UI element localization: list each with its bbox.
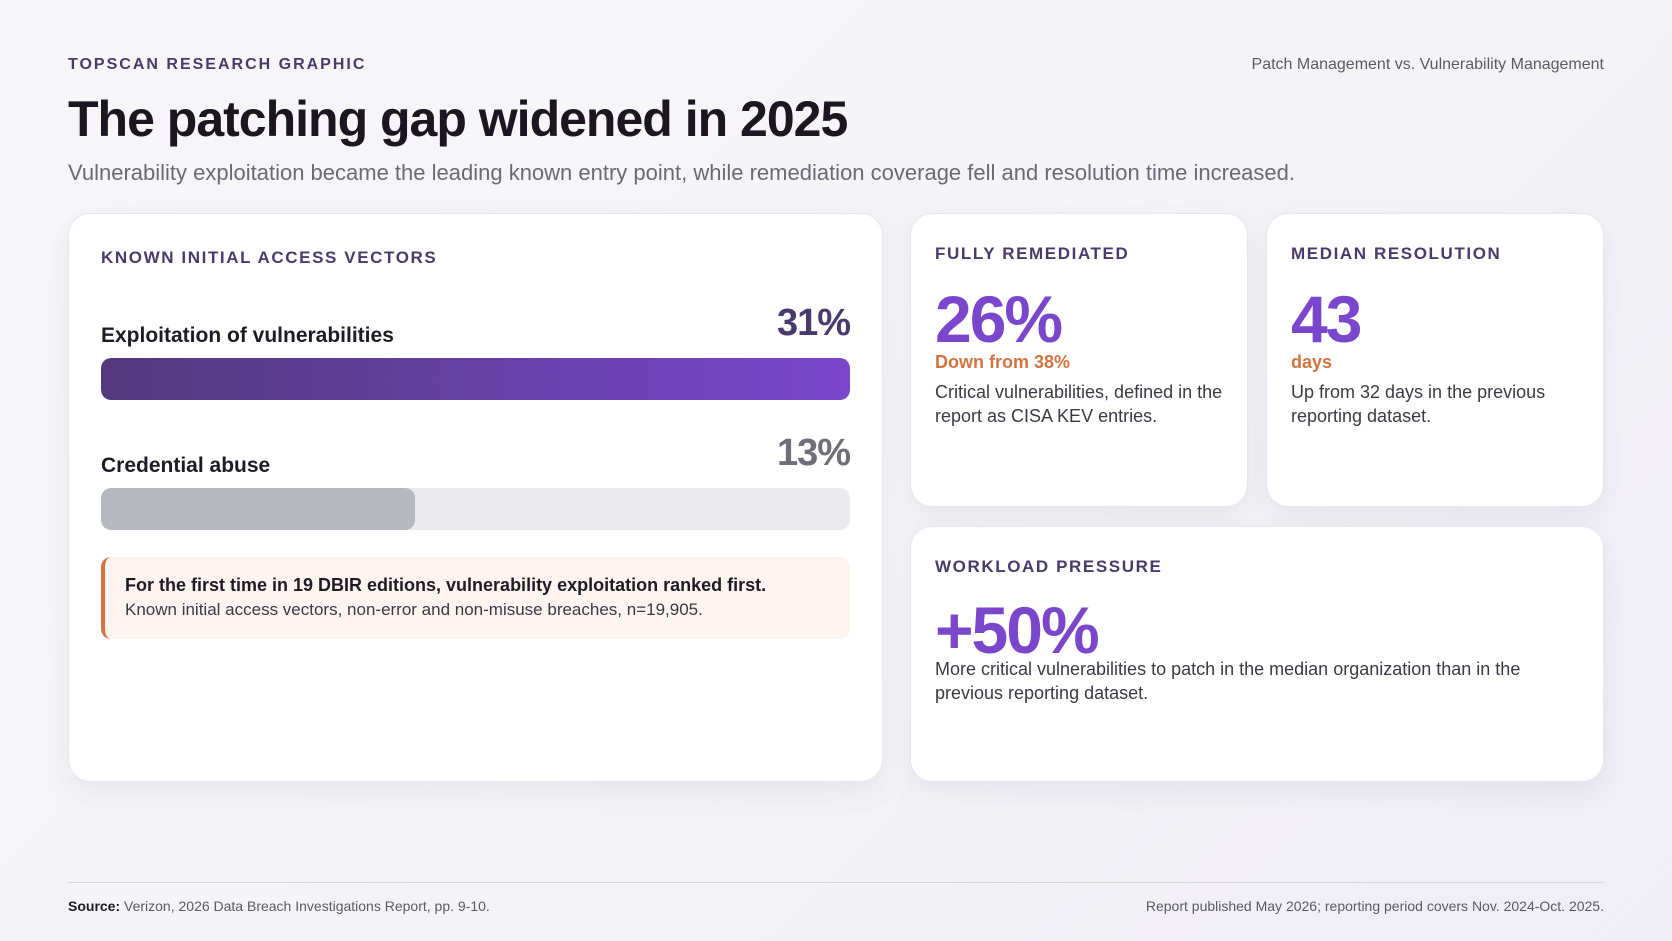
median-resolution-card: MEDIAN RESOLUTION 43 days Up from 32 day… — [1266, 213, 1604, 507]
eyebrow-label: TOPSCAN RESEARCH GRAPHIC — [68, 56, 367, 73]
callout-detail: Known initial access vectors, non-error … — [125, 600, 703, 619]
bar-exploitation — [101, 358, 850, 400]
bar-row-credential-abuse: Credential abuse 13% — [101, 432, 851, 532]
stat-value: 43 — [1291, 282, 1362, 356]
callout-headline: For the first time in 19 DBIR editions, … — [125, 575, 767, 595]
stat-label: MEDIAN RESOLUTION — [1291, 244, 1502, 263]
workload-pressure-card: WORKLOAD PRESSURE +50% More critical vul… — [910, 526, 1604, 782]
stat-value: 26% — [935, 282, 1063, 356]
fully-remediated-card: FULLY REMEDIATED 26% Down from 38% Criti… — [910, 213, 1248, 507]
publication-note: Report published May 2026; reporting per… — [1145, 898, 1604, 914]
stat-description: Up from 32 days in the previous reportin… — [1291, 382, 1546, 426]
bar-category-label: Exploitation of vulnerabilities — [101, 324, 394, 347]
footer-divider — [68, 882, 1604, 883]
bar-credential-abuse — [101, 488, 415, 530]
stat-label: FULLY REMEDIATED — [935, 244, 1130, 263]
stat-description: More critical vulnerabilities to patch i… — [935, 659, 1521, 703]
bar-track — [101, 358, 850, 400]
source-label: Source: — [68, 898, 121, 914]
page-subtitle: Vulnerability exploitation became the le… — [68, 160, 1296, 185]
stat-label: WORKLOAD PRESSURE — [935, 557, 1163, 576]
page-title: The patching gap widened in 2025 — [68, 91, 848, 147]
stat-unit: days — [1291, 352, 1333, 372]
stat-change: Down from 38% — [935, 352, 1071, 372]
bar-row-exploitation: Exploitation of vulnerabilities 31% — [101, 302, 851, 402]
bar-value-label: 13% — [776, 432, 851, 474]
source-text: Verizon, 2026 Data Breach Investigations… — [120, 898, 490, 914]
chart-title: KNOWN INITIAL ACCESS VECTORS — [101, 248, 438, 267]
callout-note: For the first time in 19 DBIR editions, … — [101, 557, 850, 639]
bar-category-label: Credential abuse — [101, 454, 271, 477]
bar-track — [101, 488, 850, 530]
stat-value: +50% — [935, 593, 1100, 667]
topic-label: Patch Management vs. Vulnerability Manag… — [1251, 56, 1604, 73]
access-vectors-card: KNOWN INITIAL ACCESS VECTORS Exploitatio… — [68, 213, 883, 782]
stat-description: Critical vulnerabilities, defined in the… — [935, 382, 1223, 426]
source-note: Source: Verizon, 2026 Data Breach Invest… — [68, 898, 490, 914]
bar-value-label: 31% — [776, 302, 851, 344]
